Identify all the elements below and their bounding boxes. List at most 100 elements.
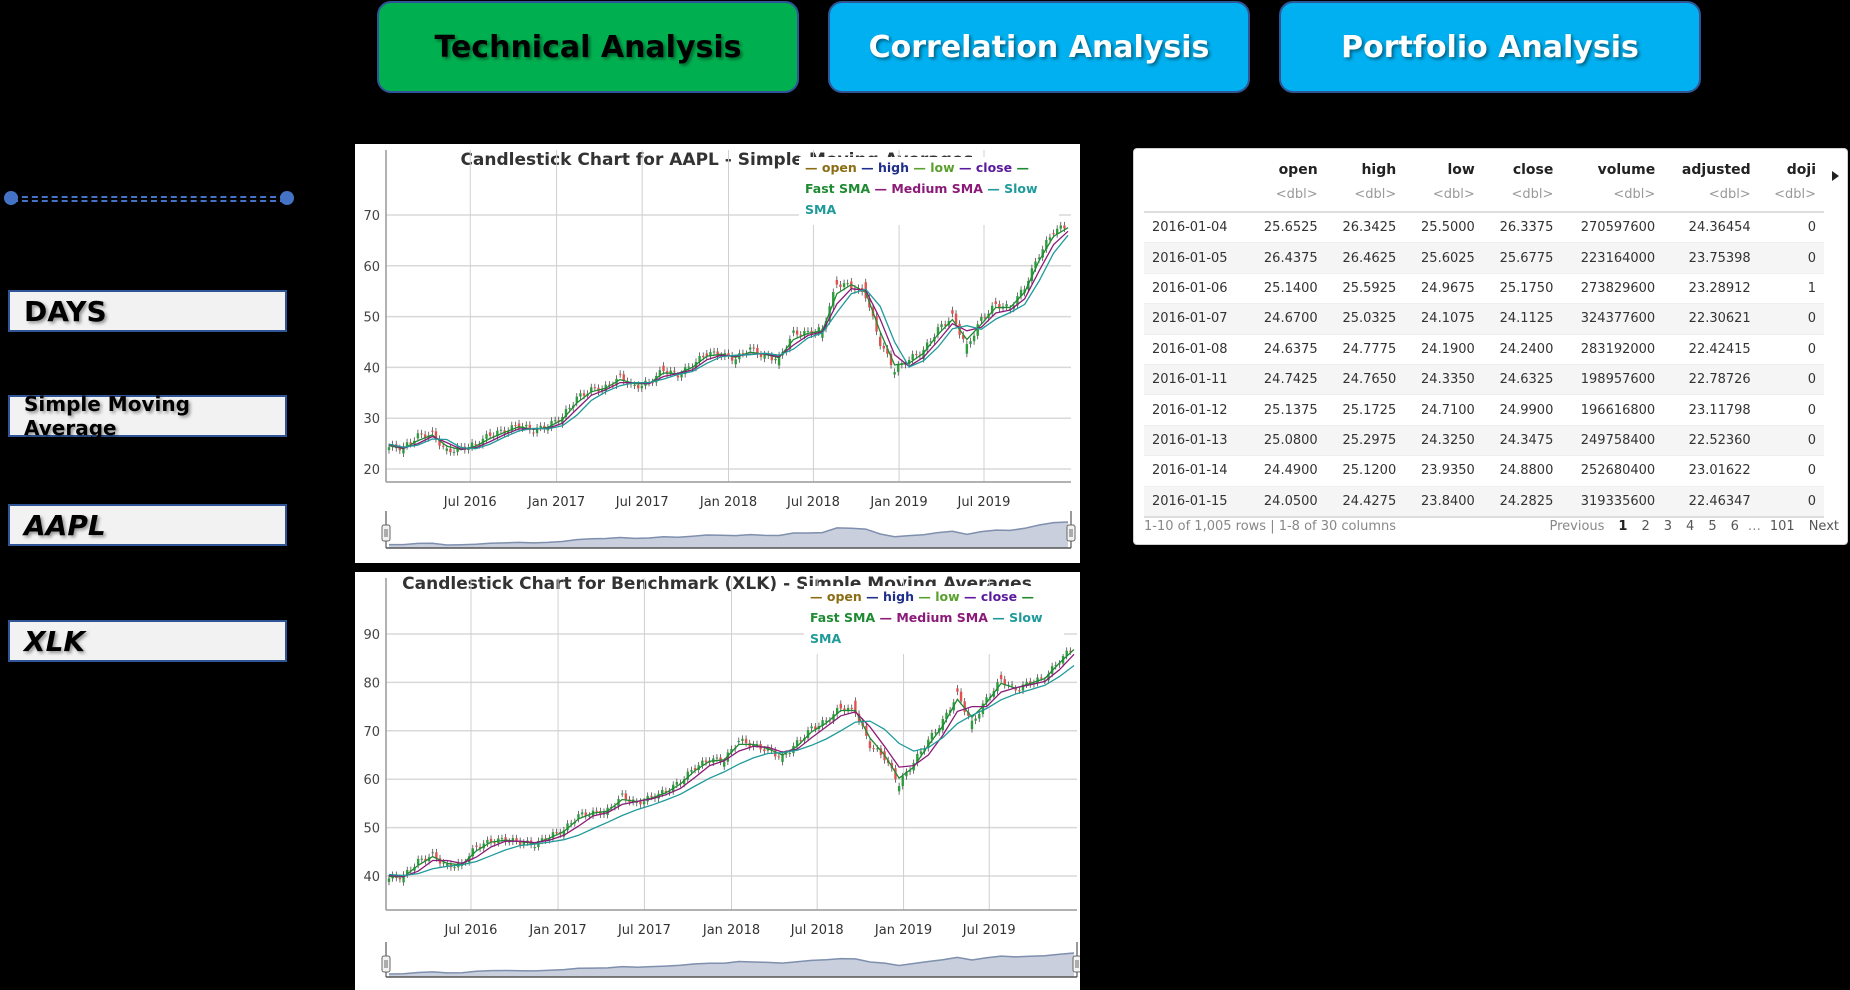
y-tick-label: 50 <box>363 311 380 326</box>
cell-adjusted: 23.01622 <box>1663 455 1759 487</box>
y-tick-label: 90 <box>363 628 380 643</box>
y-tick-label: 60 <box>363 773 380 788</box>
days-field[interactable]: DAYS <box>8 290 287 332</box>
column-header-adjusted[interactable]: adjusted <box>1681 162 1751 178</box>
aapl-chart-svg[interactable]: Candlestick Chart for AAPL - Simple Movi… <box>355 144 1080 563</box>
table-row: 2016-01-11 24.7425 24.7650 24.3350 24.6325 19… <box>1144 364 1824 396</box>
cell-high: 26.3425 <box>1325 212 1405 244</box>
cell-high: 24.4275 <box>1325 486 1405 518</box>
pagination-next[interactable]: Next <box>1808 519 1839 534</box>
pagination-page-4[interactable]: 4 <box>1686 519 1695 534</box>
cell-open: 25.1400 <box>1247 273 1326 305</box>
cell-doji: 0 <box>1758 455 1824 487</box>
x-tick-label: Jul 2016 <box>443 495 497 510</box>
x-tick-label: Jul 2019 <box>962 923 1016 938</box>
x-tick-label: Jan 2017 <box>528 923 586 938</box>
column-header-open[interactable]: open <box>1278 162 1318 178</box>
cell-low: 23.9350 <box>1404 455 1483 487</box>
column-type: <dbl> <box>1758 183 1824 213</box>
cell-high: 24.7775 <box>1325 334 1405 365</box>
cell-low: 24.3250 <box>1404 425 1483 457</box>
navigator-handle-left[interactable] <box>381 524 391 542</box>
pagination-page-last[interactable]: 101 <box>1769 519 1795 534</box>
row-date-cell: 2016-01-12 <box>1144 394 1248 426</box>
navigator-handle-right[interactable] <box>1066 524 1076 542</box>
range-navigator[interactable] <box>381 942 1080 978</box>
table-row: 2016-01-06 25.1400 25.5925 24.9675 25.1750 27… <box>1144 273 1824 305</box>
chart-legend[interactable]: — open — high — low — close — Fast SMA — … <box>804 586 1064 654</box>
table-row: 2016-01-13 25.0800 25.2975 24.3250 24.3475 24… <box>1144 425 1824 457</box>
column-header-high[interactable]: high <box>1361 162 1397 178</box>
column-header-doji[interactable]: doji <box>1786 162 1816 178</box>
cell-low: 24.7100 <box>1404 394 1483 426</box>
cell-adjusted: 22.46347 <box>1663 486 1759 518</box>
cell-high: 25.2975 <box>1325 425 1405 457</box>
xlk-candlestick-chart[interactable]: Candlestick Chart for Benchmark (XLK) - … <box>355 572 1080 990</box>
range-navigator[interactable] <box>381 511 1076 549</box>
pagination-page-6[interactable]: 6 <box>1730 519 1739 534</box>
next-columns-arrow-icon[interactable] <box>1832 171 1839 181</box>
table-footer: 1-10 of 1,005 rows | 1-8 of 30 columns P… <box>1144 519 1839 534</box>
cell-open: 24.7425 <box>1247 364 1326 396</box>
tab-correlation-analysis[interactable]: Correlation Analysis <box>828 1 1250 93</box>
svg-text:Fast SMA — Medium SMA — Slow: Fast SMA — Medium SMA — Slow <box>805 181 1038 196</box>
stock-symbol-label: AAPL <box>24 508 106 542</box>
stock-symbol-field[interactable]: AAPL <box>8 504 287 546</box>
cell-close: 24.9900 <box>1482 394 1562 426</box>
cell-adjusted: 22.30621 <box>1663 303 1759 335</box>
pagination-page-2[interactable]: 2 <box>1641 519 1650 534</box>
pagination-ellipsis: … <box>1747 519 1761 534</box>
tab-portfolio-analysis[interactable]: Portfolio Analysis <box>1279 1 1701 93</box>
svg-text:Fast SMA — Medium SMA — Slow: Fast SMA — Medium SMA — Slow <box>810 610 1043 625</box>
cell-adjusted: 23.75398 <box>1663 242 1759 274</box>
column-type: <dbl> <box>1247 183 1326 213</box>
svg-text:— open — high — low — close —: — open — high — low — close — <box>805 160 1029 175</box>
cell-close: 25.1750 <box>1482 273 1562 305</box>
aapl-candlestick-chart[interactable]: Candlestick Chart for AAPL - Simple Movi… <box>355 144 1080 563</box>
table-type-row: <dbl> <dbl> <dbl> <dbl> <dbl> <dbl> <dbl> <box>1144 183 1824 213</box>
candlesticks[interactable] <box>387 221 1066 457</box>
svg-text:SMA: SMA <box>805 202 836 217</box>
navigator-handle-left[interactable] <box>381 955 391 973</box>
pagination-page-1[interactable]: 1 <box>1618 519 1628 534</box>
cell-volume: 273829600 <box>1561 273 1664 305</box>
pagination-previous[interactable]: Previous <box>1549 519 1605 534</box>
cell-doji: 0 <box>1758 425 1824 457</box>
column-header-close[interactable]: close <box>1512 162 1554 178</box>
cell-close: 26.3375 <box>1482 212 1562 244</box>
x-tick-label: Jan 2018 <box>702 923 760 938</box>
sma-label: Simple Moving Average <box>24 392 190 440</box>
column-header-index[interactable] <box>1144 155 1247 183</box>
pagination-page-5[interactable]: 5 <box>1708 519 1717 534</box>
slider-handle-max[interactable] <box>280 191 294 205</box>
cell-low: 24.1900 <box>1404 334 1483 365</box>
x-tick-label: Jul 2018 <box>786 495 840 510</box>
cell-volume: 324377600 <box>1561 303 1664 335</box>
slow-sma-line <box>388 664 1075 877</box>
row-date-cell: 2016-01-06 <box>1144 273 1248 305</box>
data-table: open high low close volume adjusted doji <dbl>… <box>1144 155 1824 518</box>
row-date-cell: 2016-01-04 <box>1144 212 1248 244</box>
benchmark-symbol-field[interactable]: XLK <box>8 620 287 662</box>
table-summary: 1-10 of 1,005 rows | 1-8 of 30 columns <box>1144 519 1397 534</box>
xlk-chart-svg[interactable]: Candlestick Chart for Benchmark (XLK) - … <box>355 572 1080 990</box>
slider-handle-min[interactable] <box>4 191 18 205</box>
column-type <box>1144 183 1248 213</box>
x-tick-label: Jan 2019 <box>874 923 932 938</box>
x-tick-label: Jul 2016 <box>444 923 498 938</box>
column-header-volume[interactable]: volume <box>1597 162 1656 178</box>
days-range-slider[interactable] <box>4 190 294 206</box>
chart-legend[interactable]: — open — high — low — close — Fast SMA — … <box>799 157 1059 225</box>
tab-technical-analysis[interactable]: Technical Analysis <box>377 1 799 93</box>
cell-volume: 198957600 <box>1561 364 1664 396</box>
stock-data-table: open high low close volume adjusted doji <dbl>… <box>1133 148 1848 545</box>
column-type: <dbl> <box>1404 183 1483 213</box>
cell-open: 25.1375 <box>1247 394 1326 426</box>
column-type: <dbl> <box>1325 183 1405 213</box>
sma-field[interactable]: Simple Moving Average <box>8 392 287 440</box>
pagination-page-3[interactable]: 3 <box>1663 519 1673 534</box>
x-tick-label: Jul 2018 <box>790 923 844 938</box>
cell-low: 24.1075 <box>1404 303 1483 335</box>
slider-track[interactable] <box>12 196 286 202</box>
column-header-low[interactable]: low <box>1447 162 1475 178</box>
